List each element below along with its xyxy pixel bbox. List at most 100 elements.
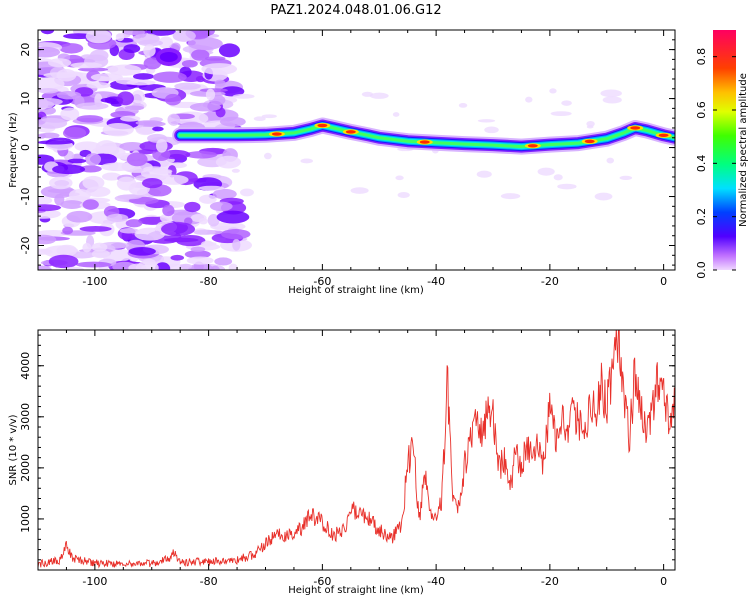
noise-blob <box>48 254 79 269</box>
noise-blob <box>263 152 272 160</box>
noise-blob <box>47 58 72 68</box>
noise-blob <box>525 96 533 103</box>
noise-blob <box>205 88 216 101</box>
noise-blob <box>124 105 145 111</box>
noise-blob <box>167 113 181 126</box>
noise-blob <box>537 167 555 176</box>
noise-blob <box>261 114 277 119</box>
noise-blob <box>152 168 173 174</box>
spectrogram-frame <box>37 29 676 271</box>
noise-blob <box>397 192 410 198</box>
snr-x-tick-label: -20 <box>541 575 559 588</box>
noise-blob <box>90 73 123 82</box>
noise-blob <box>38 77 65 91</box>
spectrogram-y-tick-label: -10 <box>19 188 32 206</box>
spectrogram-x-label: Height of straight line (km) <box>288 285 424 296</box>
snr-line <box>38 330 675 569</box>
noise-blob <box>193 229 216 235</box>
noise-blob <box>131 90 146 104</box>
noise-blob <box>190 246 206 252</box>
noise-blob <box>56 68 77 82</box>
colorbar-tick-label: 0.2 <box>695 208 708 226</box>
noise-blob <box>209 201 233 212</box>
noise-blob <box>143 44 156 57</box>
spectrogram-y-label: Frequency (Hz) <box>8 112 19 188</box>
noise-blob <box>38 140 73 145</box>
noise-blob <box>107 64 142 76</box>
noise-blob <box>198 185 225 191</box>
noise-blob <box>126 152 148 167</box>
snr-x-tick-label: -60 <box>313 575 331 588</box>
noise-blob <box>56 91 82 100</box>
noise-blob <box>232 93 255 99</box>
noise-blob <box>70 62 103 69</box>
noise-blob <box>152 71 187 83</box>
noise-blob <box>215 107 226 118</box>
noise-blob <box>38 265 52 270</box>
noise-blob <box>120 115 141 122</box>
noise-blob <box>126 79 156 86</box>
snr-y-label: SNR (10 * v/v) <box>8 414 19 485</box>
noise-blob <box>38 195 53 206</box>
snr-y-ticks: 1000 2000 3000 4000 <box>19 334 675 571</box>
spectrogram-x-tick-label: -20 <box>541 275 559 288</box>
noise-blob <box>561 100 572 106</box>
spectrogram-y-tick-label: 10 <box>19 92 32 106</box>
noise-blob <box>179 263 193 270</box>
ridge-peak-core <box>658 133 669 138</box>
ridge-peak-core <box>419 140 430 144</box>
noise-blob <box>38 46 61 58</box>
noise-blob <box>76 102 109 110</box>
noise-blob <box>221 229 251 240</box>
noise-blob <box>586 120 595 127</box>
noise-blob <box>152 126 164 132</box>
noise-blob <box>185 151 218 159</box>
noise-blob <box>119 142 146 152</box>
spectrogram-y-tick-label: -20 <box>19 237 32 255</box>
noise-blob <box>184 201 201 213</box>
noise-blob <box>54 193 65 206</box>
noise-blob <box>207 214 220 227</box>
noise-blob <box>600 89 622 98</box>
noise-blob <box>117 91 134 106</box>
noise-blob <box>187 37 223 51</box>
noise-blob <box>134 227 166 241</box>
noise-blob <box>392 112 400 117</box>
noise-blob <box>38 204 62 212</box>
noise-blob <box>135 261 159 270</box>
noise-blob <box>189 102 221 112</box>
noise-blob <box>155 262 171 270</box>
noise-blob <box>82 175 105 190</box>
noise-blob <box>82 199 99 210</box>
colorbar-tick-label: 0.0 <box>695 261 708 279</box>
ridge-peak-core <box>527 144 538 148</box>
noise-blob <box>484 126 499 134</box>
noise-blob <box>619 175 633 180</box>
noise-blob <box>60 200 84 209</box>
noise-blob <box>117 194 142 200</box>
ridge-peak-core <box>271 132 282 136</box>
noise-blob <box>214 257 233 266</box>
noise-blob <box>201 63 238 75</box>
noise-blob <box>164 93 182 106</box>
snr-y-tick-label: 1000 <box>19 505 32 533</box>
noise-blob <box>186 256 214 265</box>
noise-blob <box>77 67 109 72</box>
ridge-peak-core <box>584 139 595 144</box>
noise-blob <box>100 97 117 103</box>
noise-blob <box>300 158 313 164</box>
noise-blob <box>602 96 622 104</box>
colorbar-label: Normalized spectral amplitude <box>738 73 749 227</box>
noise-blob <box>184 217 193 225</box>
noise-blob <box>52 164 86 175</box>
noise-blob <box>115 33 125 42</box>
noise-blob <box>220 86 245 97</box>
noise-blob <box>201 240 214 247</box>
noise-blob <box>214 79 226 87</box>
noise-blob <box>82 242 92 253</box>
noise-blob <box>395 175 404 181</box>
noise-blob <box>369 92 389 99</box>
noise-blob <box>155 138 168 153</box>
noise-blob <box>79 165 102 173</box>
